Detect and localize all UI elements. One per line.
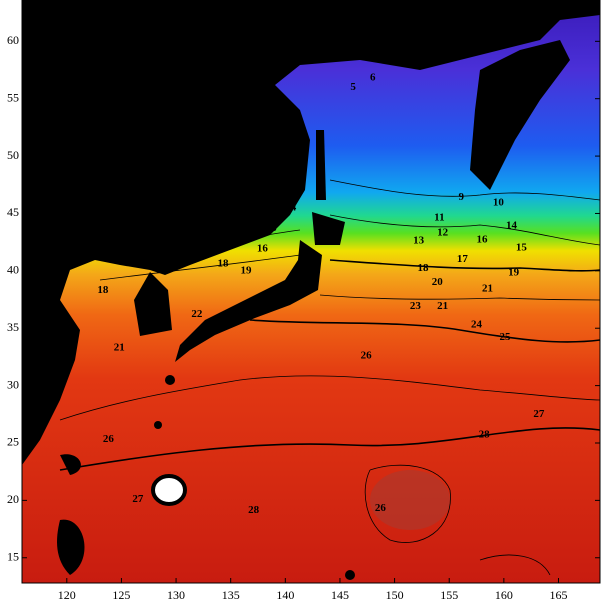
contour	[59, 427, 601, 471]
philippines	[57, 519, 85, 575]
contour-label: 21	[437, 300, 448, 312]
contour-label: 6	[370, 72, 376, 84]
island	[154, 421, 162, 429]
x-tick-label: 165	[549, 588, 567, 602]
x-tick-label: 150	[386, 588, 404, 602]
contour-label: 5	[350, 81, 356, 93]
contour-label: 18	[417, 262, 429, 274]
y-tick-label: 50	[7, 148, 19, 162]
warm-patch	[370, 470, 450, 530]
contour-label: 16	[476, 233, 488, 245]
contour-label: 10	[493, 197, 505, 209]
contour-label: 28	[479, 428, 491, 440]
island	[165, 375, 175, 385]
contour	[319, 294, 601, 301]
contour-label: 24	[471, 318, 483, 330]
x-tick-label: 160	[495, 588, 513, 602]
sakhalin	[316, 130, 326, 200]
contour-label: 18	[218, 257, 230, 269]
contour	[329, 179, 601, 201]
x-tick-label: 135	[222, 588, 240, 602]
y-tick-label: 20	[7, 492, 19, 506]
kamchatka	[470, 40, 570, 190]
y-tick-label: 45	[7, 205, 19, 219]
contour-label: 23	[410, 300, 422, 312]
y-tick-label: 40	[7, 263, 19, 277]
contour-label: 14	[506, 220, 518, 232]
contour-label: 18	[97, 284, 109, 296]
contour-label: 28	[248, 504, 260, 516]
contour-label: 16	[257, 243, 269, 255]
contour-label: 14	[285, 201, 297, 213]
island	[60, 454, 81, 475]
y-tick-label: 60	[7, 33, 19, 47]
contour	[364, 464, 451, 543]
x-tick-label: 125	[112, 588, 130, 602]
hokkaido	[312, 212, 345, 245]
contour	[479, 554, 551, 576]
y-tick-label: 55	[7, 90, 19, 104]
x-tick-label: 140	[276, 588, 294, 602]
x-tick-label: 120	[58, 588, 76, 602]
contour-label: 27	[132, 493, 144, 505]
contour-label: 11	[434, 212, 444, 224]
contour-label: 25	[499, 331, 511, 343]
y-tick-label: 15	[7, 550, 19, 564]
contour-label: 17	[457, 253, 469, 265]
island	[345, 570, 355, 580]
x-tick-label: 155	[440, 588, 458, 602]
contour-label: 12	[437, 227, 449, 239]
asia	[22, 0, 600, 465]
contour-label: 9	[458, 191, 464, 203]
contour-label: 19	[240, 264, 252, 276]
x-tick-label: 145	[331, 588, 349, 602]
honshu	[175, 240, 322, 362]
contour-label: 21	[482, 283, 493, 295]
korea	[134, 272, 172, 336]
contour-label: 27	[533, 408, 545, 420]
contour-label: 13	[413, 235, 425, 247]
frame	[21, 0, 601, 584]
contour-label: 26	[103, 433, 115, 445]
contour-label: 26	[361, 349, 373, 361]
contour-label: 21	[114, 341, 125, 353]
contour	[249, 319, 601, 343]
contour-label: 20	[432, 276, 444, 288]
contour	[329, 214, 601, 246]
contour	[99, 254, 301, 281]
y-tick-label: 25	[7, 435, 19, 449]
x-tick-label: 130	[167, 588, 185, 602]
y-tick-label: 30	[7, 377, 19, 391]
y-tick-label: 35	[7, 320, 19, 334]
contour-label: 19	[508, 267, 520, 279]
contour	[59, 375, 601, 421]
contour-label: 26	[375, 502, 387, 514]
contour	[329, 259, 601, 272]
contour-label: 15	[266, 222, 278, 234]
contour-label: 22	[191, 308, 203, 320]
land	[22, 0, 600, 580]
taiwan	[151, 474, 187, 506]
map-area	[22, 0, 601, 583]
contour-label: 15	[516, 241, 528, 253]
